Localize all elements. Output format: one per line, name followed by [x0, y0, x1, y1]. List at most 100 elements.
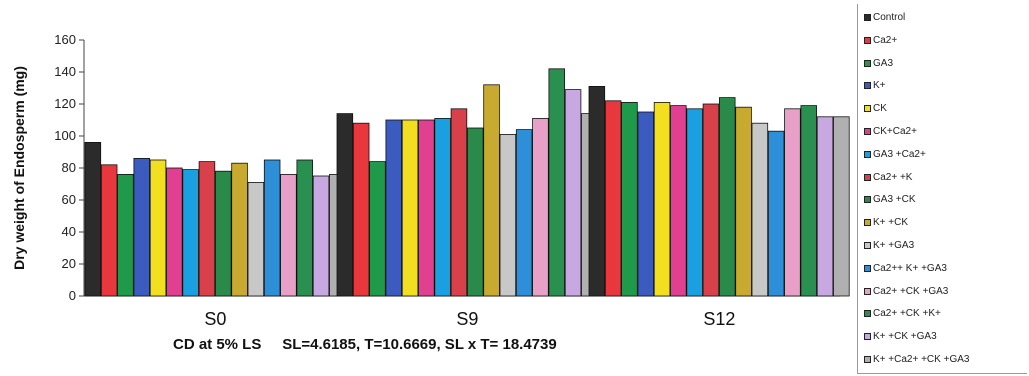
bar-s0-5: [149, 159, 167, 297]
bar-s9-6: [418, 119, 435, 297]
category-label-s0: S0: [204, 309, 226, 329]
bar-chart: 0 20 40 60 80 100 120 140 160 S0 S9 S12 Dry weight…: [11, 32, 850, 353]
bar-s9-8: [450, 108, 468, 297]
y-tick-label: 100: [54, 128, 76, 143]
legend-label: Ca2+ +K: [873, 171, 913, 183]
legend-item: K+: [864, 80, 886, 91]
legend-label: GA3: [873, 57, 894, 69]
legend-label: K+: [873, 80, 886, 92]
bar-s9-7: [434, 118, 451, 297]
bar-s0-2: [100, 164, 118, 297]
legend-swatch: [864, 333, 871, 341]
legend-label: K+ +CK: [873, 217, 909, 229]
legend-item: CK+Ca2+: [864, 126, 917, 137]
bar-s12-15: [816, 116, 834, 297]
legend-swatch: [864, 287, 871, 295]
bar-s9-4: [385, 119, 402, 297]
bar-s9-1: [336, 113, 354, 297]
legend-swatch: [864, 14, 871, 21]
bar-s0-11: [247, 181, 265, 297]
bar-s9-9: [466, 127, 484, 297]
bar-s12-7: [686, 108, 703, 297]
legend-label: GA3 +Ca2+: [873, 148, 926, 160]
y-tick-label: 120: [54, 96, 76, 111]
legend: Control Ca2+ GA3 K+ CK CK+Ca2+ GA3 +Ca2+ Ca2+ +…: [857, 4, 1027, 374]
y-tick-label: 0: [69, 288, 76, 303]
bar-s9-12: [515, 129, 533, 297]
bars: [84, 68, 850, 297]
bar-s0-8: [198, 161, 216, 297]
legend-item: GA3 +Ca2+: [864, 149, 926, 160]
legend-swatch: [864, 264, 871, 272]
bar-s9-14: [548, 68, 566, 297]
legend-item: Ca2+ +CK +GA3: [864, 286, 948, 297]
y-tick-label: 20: [62, 256, 76, 271]
bar-s9-3: [369, 161, 386, 297]
y-axis-label: Dry weight of Endosperm (mg): [11, 66, 27, 270]
legend-item: Ca2++ K+ +GA3: [864, 263, 947, 274]
legend-label: Ca2+ +CK +K+: [873, 308, 941, 320]
x-axis-caption: CD at 5% LS SL=4.6185, T=10.6669, SL x T…: [173, 336, 557, 353]
legend-label: Control: [873, 12, 906, 23]
bar-s12-16: [833, 116, 850, 297]
bar-s12-3: [621, 102, 638, 297]
legend-swatch: [864, 59, 871, 67]
bar-s0-15: [312, 175, 330, 297]
legend-label: Ca2++ K+ +GA3: [873, 262, 947, 274]
legend-swatch: [864, 105, 871, 113]
legend-label: CK: [873, 103, 887, 115]
legend-item: Ca2+: [864, 35, 897, 46]
legend-item: GA3: [864, 58, 893, 69]
bar-s9-15: [564, 89, 582, 297]
bar-s12-8: [702, 103, 720, 297]
bar-s12-2: [604, 100, 622, 297]
category-labels: S0 S9 S12: [204, 309, 735, 329]
legend-label: K+ +Ca2+ +CK +GA3: [873, 354, 970, 365]
legend-swatch: [864, 219, 871, 227]
legend-item: GA3 +CK: [864, 194, 916, 205]
y-tick-label: 60: [62, 192, 76, 207]
bar-s0-1: [84, 141, 102, 297]
legend-swatch: [864, 356, 871, 363]
legend-label: Ca2+: [873, 34, 898, 46]
y-tick-label: 40: [62, 224, 76, 239]
bar-s0-10: [231, 162, 248, 297]
legend-label: CK+Ca2+: [873, 126, 917, 137]
legend-item: Control: [864, 12, 905, 23]
legend-item: K+ +Ca2+ +CK +GA3: [864, 354, 969, 365]
bar-s0-4: [133, 157, 150, 297]
bar-s12-12: [767, 130, 785, 297]
legend-label: GA3 +CK: [873, 194, 916, 206]
legend-swatch: [864, 82, 871, 90]
legend-swatch: [864, 36, 871, 44]
bar-s0-14: [296, 159, 313, 297]
legend-swatch: [864, 173, 871, 181]
y-tick-label: 160: [54, 32, 76, 47]
bar-s12-4: [637, 111, 655, 297]
bar-s12-14: [800, 105, 818, 297]
legend-swatch: [864, 128, 871, 135]
bar-s12-10: [735, 106, 752, 297]
bar-s12-13: [784, 108, 801, 297]
bar-s12-6: [670, 105, 687, 297]
bar-s9-2: [352, 122, 370, 297]
bar-s12-9: [719, 97, 736, 297]
legend-item: K+ +CK +GA3: [864, 331, 937, 342]
bar-s9-10: [483, 84, 500, 297]
category-label-s9: S9: [456, 309, 478, 329]
bar-s0-6: [166, 167, 183, 297]
bar-s12-11: [751, 122, 769, 297]
y-ticks: 0 20 40 60 80 100 120 140 160: [54, 32, 84, 303]
legend-item: Ca2+ +CK +K+: [864, 308, 941, 319]
legend-label: K+ +GA3: [873, 240, 915, 251]
bar-s12-5: [653, 102, 671, 297]
bar-s0-9: [214, 170, 232, 297]
bar-s0-13: [280, 173, 297, 297]
legend-swatch: [864, 196, 871, 204]
bar-s9-13: [532, 118, 549, 297]
legend-swatch: [864, 310, 871, 318]
bar-s12-1: [588, 86, 606, 297]
bar-s9-11: [499, 133, 517, 297]
legend-swatch: [864, 242, 871, 249]
legend-label: K+ +CK +GA3: [873, 331, 937, 343]
